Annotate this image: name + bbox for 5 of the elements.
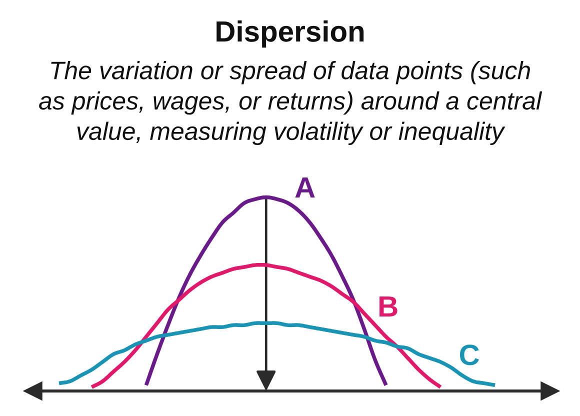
series-label: B: [380, 296, 398, 317]
series-label: C: [460, 344, 480, 366]
series-label: A: [295, 177, 315, 198]
chart-subtitle: The variation or spread of data points (such as prices, wages, or returns) around a central value, measuring volatility or inequality: [39, 60, 542, 146]
chart-title: Dispersion: [216, 20, 364, 48]
